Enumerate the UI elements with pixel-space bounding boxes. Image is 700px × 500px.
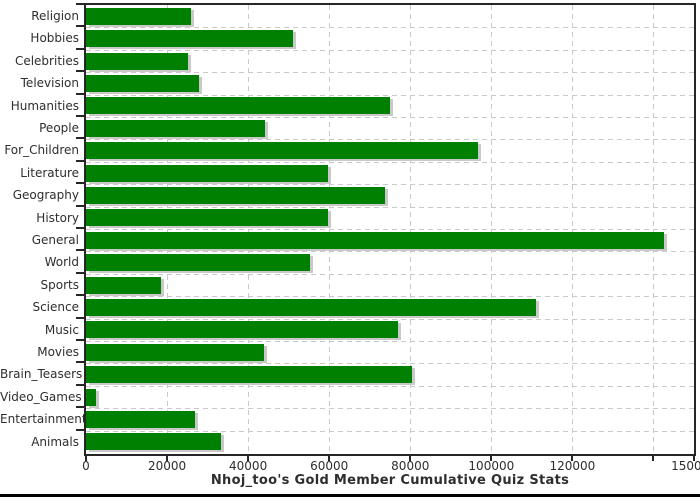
- y-axis-tick: [76, 159, 85, 162]
- y-label-history: History: [36, 210, 79, 225]
- y-axis-tick: [76, 70, 85, 73]
- y-axis-tick: [76, 227, 85, 229]
- bar-celebrities: [86, 52, 188, 70]
- x-label-120000: 120000: [549, 459, 596, 473]
- gridline-horizontal: [86, 139, 694, 141]
- gridline-horizontal: [86, 117, 694, 118]
- y-axis-tick: [76, 428, 85, 431]
- bar-humanities: [86, 97, 390, 115]
- y-label-geography: Geography: [12, 188, 79, 203]
- y-label-world: World: [44, 255, 79, 270]
- y-axis-tick: [76, 249, 85, 252]
- x-axis-tick: [85, 455, 87, 461]
- y-label-hobbies: Hobbies: [30, 31, 79, 46]
- y-label-religion: Religion: [31, 9, 79, 23]
- gridline-horizontal: [86, 385, 694, 387]
- y-axis-tick: [76, 137, 85, 140]
- gridline-horizontal: [86, 206, 694, 208]
- y-label-humanities: Humanities: [10, 98, 79, 113]
- gridline-horizontal: [86, 27, 694, 29]
- x-axis-tick: [490, 455, 493, 461]
- y-label-celebrities: Celebrities: [14, 53, 79, 68]
- bar-video_games: [86, 388, 97, 406]
- chart-title: Nhoj_too's Gold Member Cumulative Quiz S…: [210, 473, 570, 488]
- bar-science: [86, 298, 537, 316]
- x-label-40000: 40000: [229, 459, 268, 473]
- y-axis-tick: [76, 92, 85, 95]
- y-axis-tick: [76, 294, 85, 297]
- gridline-horizontal: [86, 273, 694, 275]
- y-axis-tick: [76, 3, 85, 5]
- y-axis-tick: [76, 47, 85, 50]
- bar-world: [86, 254, 311, 272]
- y-axis-tick: [76, 25, 85, 28]
- y-label-science: Science: [32, 300, 79, 315]
- x-label-20000: 20000: [147, 459, 187, 473]
- bar-animals: [86, 433, 222, 451]
- bar-history: [86, 209, 328, 227]
- y-label-literature: Literature: [20, 165, 79, 180]
- y-label-entertainment: Entertainment: [0, 412, 87, 427]
- x-label-80000: 80000: [391, 459, 430, 473]
- y-axis-tick: [76, 361, 85, 364]
- y-label-general: General: [31, 233, 79, 247]
- x-label-100000: 100000: [468, 459, 515, 473]
- y-axis-tick: [76, 204, 85, 207]
- gridline-horizontal: [86, 318, 694, 320]
- gridline-horizontal: [86, 341, 694, 342]
- gridline-horizontal: [86, 408, 694, 410]
- bar-general: [86, 231, 664, 249]
- gridline-horizontal: [86, 251, 694, 253]
- gridline-horizontal: [86, 184, 694, 186]
- y-axis-tick: [76, 271, 85, 274]
- y-label-television: Television: [20, 76, 79, 91]
- x-label-150000: 150000: [671, 459, 700, 473]
- bar-geography: [86, 186, 385, 204]
- bar-hobbies: [86, 30, 294, 48]
- x-axis-tick: [328, 455, 331, 461]
- bar-movies: [86, 343, 264, 361]
- y-label-brain_teasers: Brain_Teasers: [0, 367, 83, 382]
- bar-entertainment: [86, 410, 195, 428]
- y-axis-tick: [76, 316, 85, 319]
- y-label-music: Music: [44, 322, 79, 337]
- y-axis-tick: [76, 406, 85, 409]
- gridline-horizontal: [86, 430, 694, 432]
- y-label-animals: Animals: [31, 434, 79, 449]
- gridline-horizontal: [86, 49, 694, 51]
- gridline-horizontal: [86, 229, 694, 230]
- x-label-0: 0: [82, 459, 90, 473]
- bar-music: [86, 321, 398, 339]
- y-label-for_children: For_Children: [4, 143, 79, 158]
- y-axis-tick: [76, 383, 85, 386]
- x-axis-tick: [571, 455, 574, 461]
- y-axis-tick: [76, 182, 85, 185]
- y-axis-tick: [76, 339, 85, 341]
- y-label-sports: Sports: [40, 277, 79, 292]
- bar-religion: [86, 7, 191, 25]
- gridline-horizontal: [86, 161, 694, 163]
- bar-literature: [86, 164, 328, 182]
- x-axis-tick: [166, 455, 169, 461]
- x-axis-tick: [652, 455, 655, 461]
- bar-brain_teasers: [86, 366, 412, 384]
- x-axis-tick: [247, 455, 250, 461]
- y-label-video_games: Video_Games: [0, 389, 82, 404]
- bottom-divider-line: [0, 494, 700, 497]
- gridline-horizontal: [86, 296, 694, 298]
- y-label-movies: Movies: [37, 345, 79, 359]
- bar-sports: [86, 276, 161, 294]
- bar-for_children: [86, 142, 478, 160]
- x-axis-tick: [693, 455, 695, 461]
- gridline-horizontal: [86, 72, 694, 74]
- gridline-horizontal: [86, 363, 694, 365]
- bar-television: [86, 74, 199, 92]
- x-axis-tick: [409, 455, 412, 461]
- x-label-60000: 60000: [310, 459, 349, 473]
- y-label-people: People: [39, 121, 79, 135]
- bar-people: [86, 119, 266, 137]
- gridline-horizontal: [86, 94, 694, 96]
- y-axis-tick: [76, 115, 85, 117]
